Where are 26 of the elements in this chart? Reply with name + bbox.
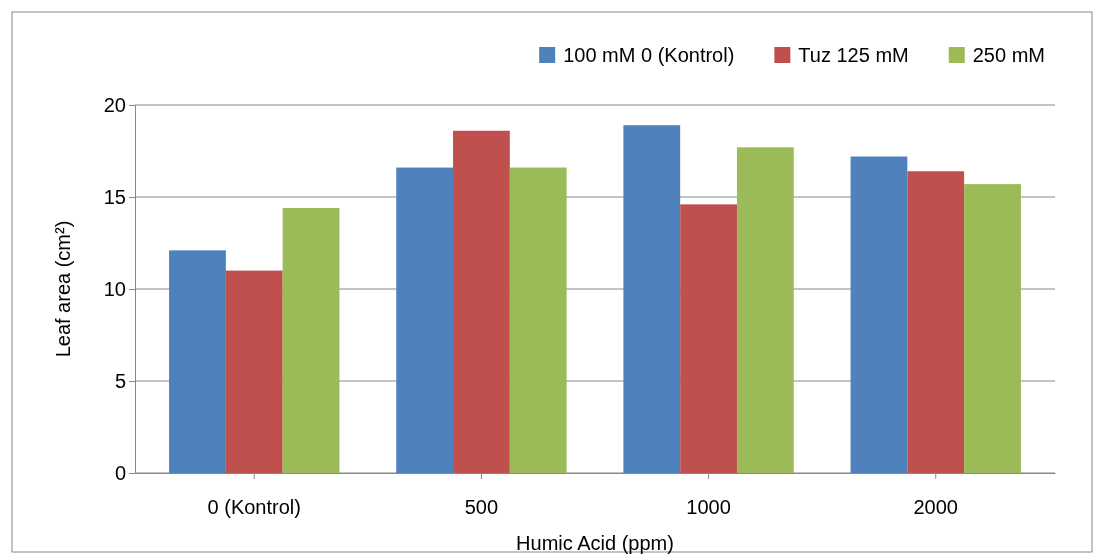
y-tick-label: 20 bbox=[103, 93, 126, 116]
y-tick-label: 0 bbox=[114, 461, 126, 484]
bar bbox=[396, 167, 454, 473]
bar bbox=[623, 125, 681, 473]
x-tick-label: 0 (Kontrol) bbox=[207, 496, 301, 518]
bar bbox=[907, 171, 965, 473]
bar bbox=[850, 156, 908, 473]
y-tick-label: 5 bbox=[114, 369, 126, 392]
y-tick-label: 10 bbox=[103, 277, 126, 300]
legend-label: 100 mM 0 (Kontrol) bbox=[563, 44, 735, 66]
bar bbox=[453, 130, 510, 473]
y-axis-title: Leaf area (cm²) bbox=[52, 220, 74, 358]
bar bbox=[964, 184, 1021, 473]
legend-label: Tuz 125 mM bbox=[798, 44, 909, 66]
bar bbox=[509, 167, 567, 473]
bar bbox=[225, 270, 283, 473]
x-axis-title: Humic Acid (ppm) bbox=[516, 532, 674, 554]
bar bbox=[680, 204, 737, 473]
x-tick-label: 1000 bbox=[686, 496, 731, 518]
x-tick-label: 500 bbox=[464, 496, 499, 518]
bar bbox=[736, 147, 794, 473]
bar bbox=[282, 208, 340, 473]
y-tick-label: 15 bbox=[103, 185, 126, 208]
bar bbox=[169, 250, 226, 473]
x-tick-label: 2000 bbox=[913, 496, 958, 518]
legend-label: 250 mM bbox=[972, 44, 1045, 66]
